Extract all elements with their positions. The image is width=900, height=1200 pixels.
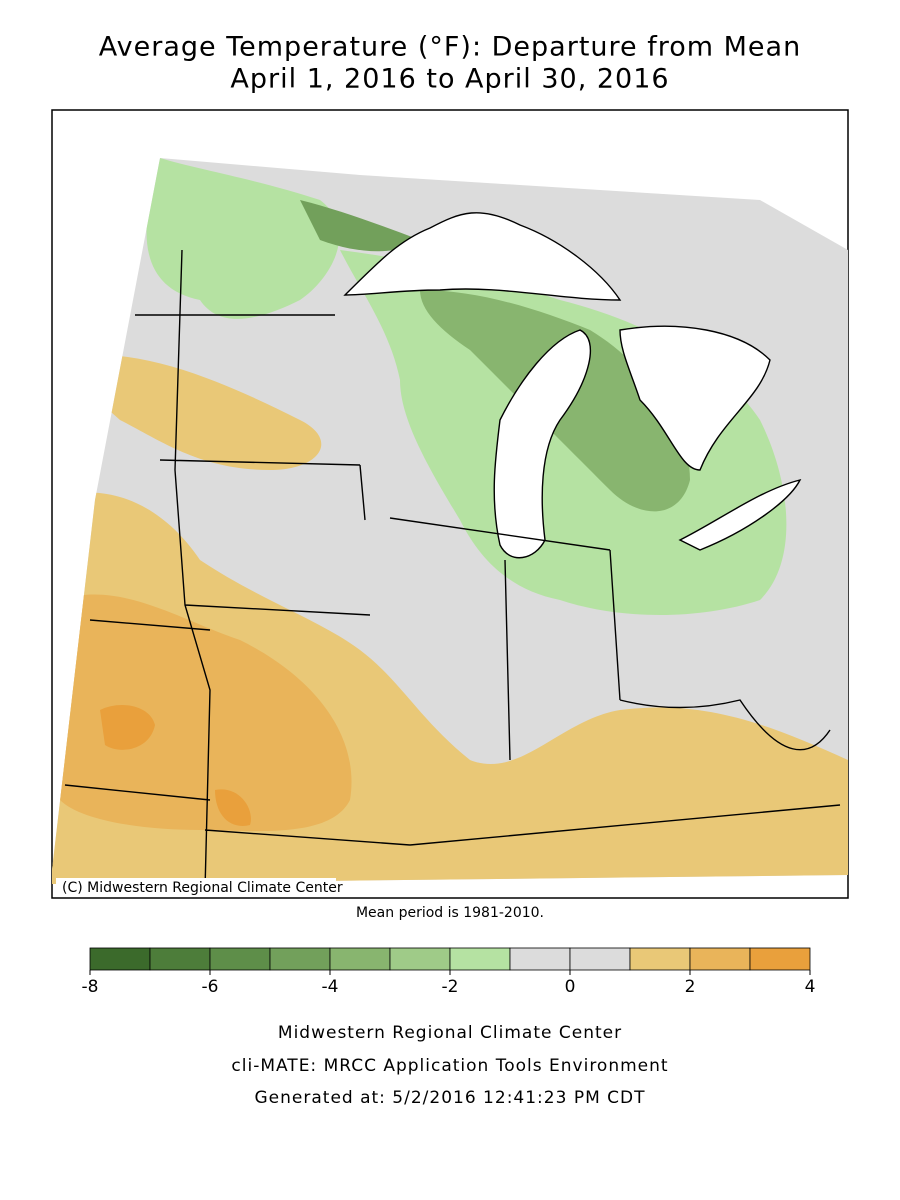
legend-tick-label: 0 bbox=[565, 977, 576, 997]
field-warmer bbox=[60, 594, 352, 832]
state-borders bbox=[64, 249, 841, 891]
legend-bin bbox=[149, 947, 211, 971]
field-warm bbox=[52, 354, 322, 470]
legend-bin bbox=[329, 947, 391, 971]
field-warmest bbox=[100, 705, 251, 826]
title-line: April 1, 2016 to April 30, 2016 bbox=[230, 64, 669, 95]
footer-line: Generated at: 5/2/2016 12:41:23 PM CDT bbox=[255, 1088, 646, 1108]
legend-bin bbox=[569, 947, 631, 971]
legend-tick-label: -8 bbox=[82, 977, 99, 997]
legend-bin bbox=[209, 947, 271, 971]
legend-bin bbox=[689, 947, 751, 971]
legend-bin bbox=[269, 947, 331, 971]
legend-bin bbox=[509, 947, 571, 971]
legend-bin bbox=[89, 947, 151, 971]
legend-bin bbox=[749, 947, 811, 971]
lake-michigan bbox=[493, 329, 592, 559]
footer-line: cli-MATE: MRCC Application Tools Environ… bbox=[231, 1056, 668, 1076]
legend-tick-label: -6 bbox=[202, 977, 219, 997]
lake-erie bbox=[678, 478, 802, 551]
legend-tick-label: 4 bbox=[805, 977, 816, 997]
field-coolest bbox=[300, 200, 420, 252]
legend-tick-label: 2 bbox=[685, 977, 696, 997]
legend-bin bbox=[449, 947, 511, 971]
mean-period-note: Mean period is 1981-2010. bbox=[356, 905, 544, 921]
legend-tick-label: -4 bbox=[322, 977, 339, 997]
credit-box bbox=[56, 878, 336, 896]
lake-huron bbox=[619, 325, 771, 471]
map-credit: (C) Midwestern Regional Climate Center bbox=[62, 880, 343, 896]
map: (C) Midwestern Regional Climate Center bbox=[51, 109, 849, 899]
footer-line: Midwestern Regional Climate Center bbox=[278, 1023, 622, 1043]
title-line: Average Temperature (°F): Departure from… bbox=[99, 32, 801, 63]
legend-bin bbox=[629, 947, 691, 971]
field-cool bbox=[146, 158, 340, 319]
color-legend: -8 -6 -4 -2 0 2 4 bbox=[82, 947, 816, 997]
legend-tick-label: -2 bbox=[442, 977, 459, 997]
lake-superior bbox=[343, 212, 622, 301]
legend-bin bbox=[389, 947, 451, 971]
